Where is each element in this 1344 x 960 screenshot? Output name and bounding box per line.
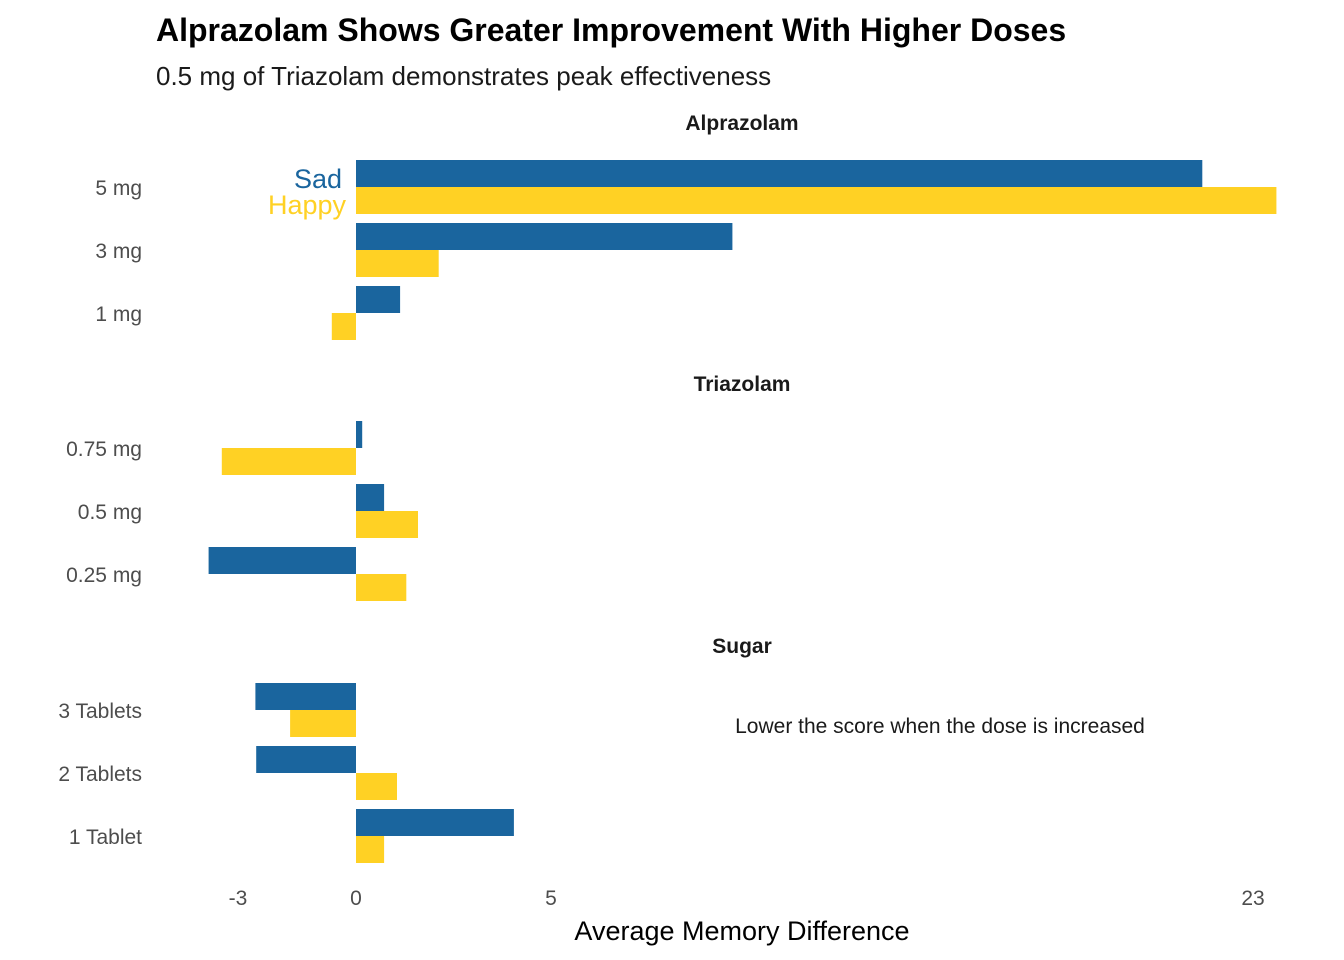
bar-sad bbox=[208, 547, 356, 574]
bar-happy bbox=[356, 836, 385, 863]
annotation: Lower the score when the dose is increas… bbox=[735, 715, 1145, 738]
category-label: 3 Tablets bbox=[58, 700, 142, 723]
category-label: 5 mg bbox=[95, 177, 142, 200]
bar-happy bbox=[356, 187, 1277, 214]
facet-title: Sugar bbox=[712, 635, 772, 658]
bar-sad bbox=[356, 160, 1203, 187]
series-label-happy: Happy bbox=[268, 190, 347, 220]
x-tick-label: 5 bbox=[545, 887, 557, 910]
category-label: 0.5 mg bbox=[78, 501, 142, 524]
bar-happy bbox=[331, 313, 356, 340]
chart-title: Alprazolam Shows Greater Improvement Wit… bbox=[156, 12, 1066, 48]
bar-sad bbox=[356, 223, 733, 250]
bar-sad bbox=[356, 286, 401, 313]
x-axis-title: Average Memory Difference bbox=[574, 916, 909, 946]
facet-title: Alprazolam bbox=[685, 112, 798, 135]
facet-triazolam: Triazolam 0.75 mg 0.5 mg 0.25 mg bbox=[66, 373, 790, 601]
category-label: 1 Tablet bbox=[69, 826, 142, 849]
category-label: 0.75 mg bbox=[66, 438, 142, 461]
bar-happy bbox=[221, 448, 356, 475]
x-axis: -3 0 5 23 bbox=[229, 887, 1265, 910]
bar-happy bbox=[356, 511, 418, 538]
category-label: 3 mg bbox=[95, 240, 142, 263]
x-tick-label: 0 bbox=[350, 887, 362, 910]
x-tick-label: 23 bbox=[1241, 887, 1264, 910]
facet-panels: Alprazolam 5 mg 3 mg 1 mg Triazolam 0.75 mg 0.… bbox=[58, 112, 1277, 863]
bar-sad bbox=[356, 421, 363, 448]
category-label: 0.25 mg bbox=[66, 564, 142, 587]
bar-happy bbox=[356, 574, 407, 601]
bar-happy bbox=[356, 250, 439, 277]
facet-sugar: Sugar 3 Tablets 2 Tablets 1 Tablet bbox=[58, 635, 772, 863]
bar-happy bbox=[356, 773, 397, 800]
bar-sad bbox=[356, 809, 514, 836]
facet-title: Triazolam bbox=[694, 373, 791, 396]
bar-sad bbox=[255, 683, 356, 710]
bar-sad bbox=[256, 746, 356, 773]
series-label-sad: Sad bbox=[294, 164, 342, 194]
bar-sad bbox=[356, 484, 385, 511]
category-label: 2 Tablets bbox=[58, 763, 142, 786]
facet-alprazolam: Alprazolam 5 mg 3 mg 1 mg bbox=[95, 112, 1277, 340]
x-tick-label: -3 bbox=[229, 887, 248, 910]
chart-subtitle: 0.5 mg of Triazolam demonstrates peak ef… bbox=[156, 61, 771, 91]
bar-happy bbox=[290, 710, 356, 737]
category-label: 1 mg bbox=[95, 303, 142, 326]
